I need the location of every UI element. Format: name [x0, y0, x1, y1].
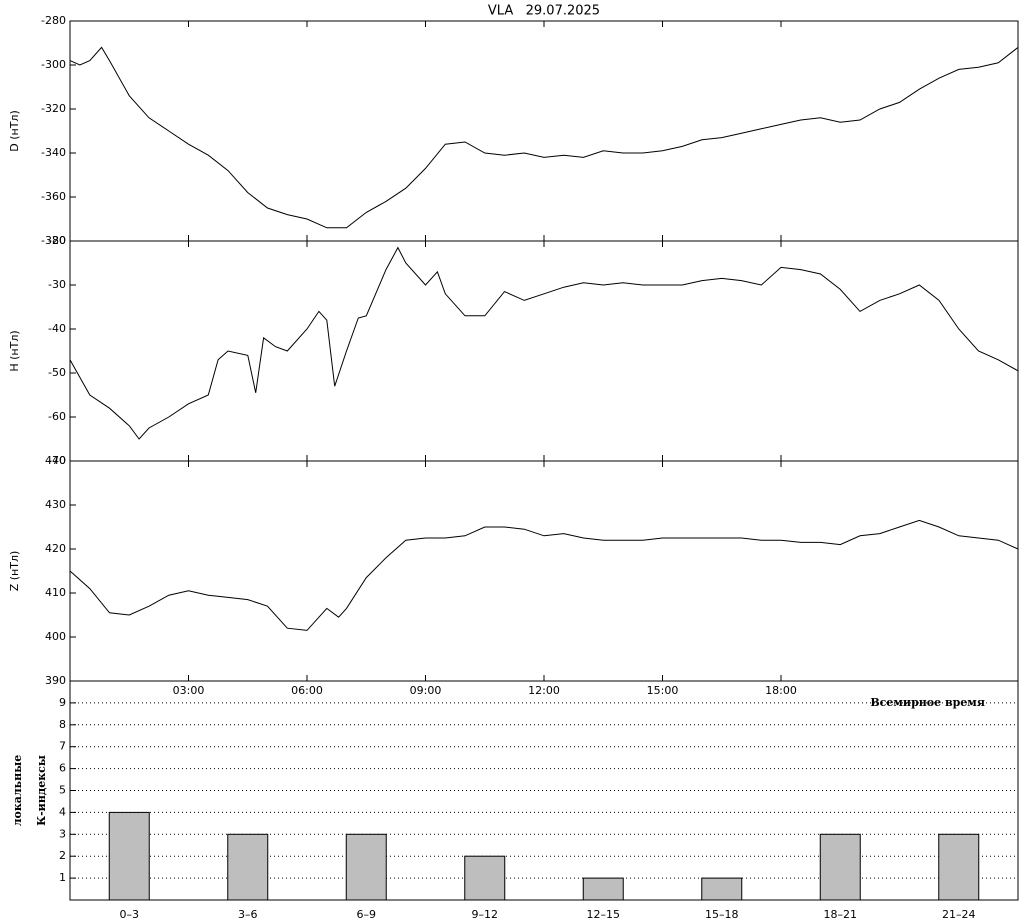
- y-axis-label: H (нТл): [8, 330, 21, 371]
- y-tick-label: -70: [48, 454, 66, 467]
- y-tick-label: -40: [48, 322, 66, 335]
- panel-frame: [69, 680, 1019, 901]
- x-tick-label: 09:00: [410, 684, 442, 697]
- bar: [464, 855, 506, 901]
- y-tick-label: 400: [45, 630, 66, 643]
- y-tick-label: -30: [48, 278, 66, 291]
- y-tick-label: 6: [59, 762, 66, 775]
- chart-title: VLA 29.07.2025: [488, 4, 600, 19]
- y-tick-label: 7: [59, 740, 66, 753]
- bar: [582, 877, 624, 901]
- y-tick-label: -340: [41, 146, 66, 159]
- y-tick-label: -300: [41, 58, 66, 71]
- panel-frame: [69, 240, 1019, 462]
- data-line: [69, 519, 1019, 631]
- y-tick-label: -380: [41, 234, 66, 247]
- x-tick-label: 15–18: [705, 908, 739, 921]
- x-tick-label: 15:00: [647, 684, 679, 697]
- y-tick-label: 1: [59, 871, 66, 884]
- y-tick-label: 390: [45, 674, 66, 687]
- y-tick-label: 410: [45, 586, 66, 599]
- bar: [345, 833, 387, 901]
- x-tick-label: 18–21: [824, 908, 858, 921]
- y-tick-label: 5: [59, 784, 66, 797]
- data-line: [69, 46, 1019, 229]
- x-tick-label: 9–12: [472, 908, 499, 921]
- data-line: [69, 246, 1019, 440]
- y-tick-label: -360: [41, 190, 66, 203]
- y-axis-label: Z (нТл): [8, 551, 21, 592]
- bar: [701, 877, 743, 901]
- x-tick-label: 18:00: [765, 684, 797, 697]
- x-tick-label: 12–15: [587, 908, 621, 921]
- y-tick-label: 440: [45, 454, 66, 467]
- bar: [108, 811, 150, 901]
- y-axis-label: D (нТл): [8, 110, 21, 152]
- y-tick-label: -20: [48, 234, 66, 247]
- x-tick-label: 21–24: [942, 908, 976, 921]
- y-tick-label: 8: [59, 718, 66, 731]
- y-tick-label: -50: [48, 366, 66, 379]
- y-tick-label: -280: [41, 14, 66, 27]
- x-axis-label: Всемирное время: [870, 696, 985, 709]
- bar: [227, 833, 269, 901]
- y-axis-label: К-индексы: [35, 755, 48, 826]
- bar: [819, 833, 861, 901]
- bar: [938, 833, 980, 901]
- x-tick-label: 6–9: [357, 908, 377, 921]
- y-tick-label: 2: [59, 849, 66, 862]
- x-tick-label: 3–6: [238, 908, 258, 921]
- y-tick-label: 3: [59, 827, 66, 840]
- y-tick-label: 4: [59, 805, 66, 818]
- x-tick-label: 0–3: [120, 908, 140, 921]
- panel-frame: [69, 20, 1019, 242]
- y-tick-label: -60: [48, 410, 66, 423]
- panel-frame: [69, 460, 1019, 682]
- x-tick-label: 06:00: [291, 684, 323, 697]
- y-tick-label: 430: [45, 498, 66, 511]
- y-axis-label: локальные: [11, 755, 24, 826]
- x-tick-label: 12:00: [528, 684, 560, 697]
- y-tick-label: 420: [45, 542, 66, 555]
- y-tick-label: 9: [59, 696, 66, 709]
- y-tick-label: -320: [41, 102, 66, 115]
- x-tick-label: 03:00: [173, 684, 205, 697]
